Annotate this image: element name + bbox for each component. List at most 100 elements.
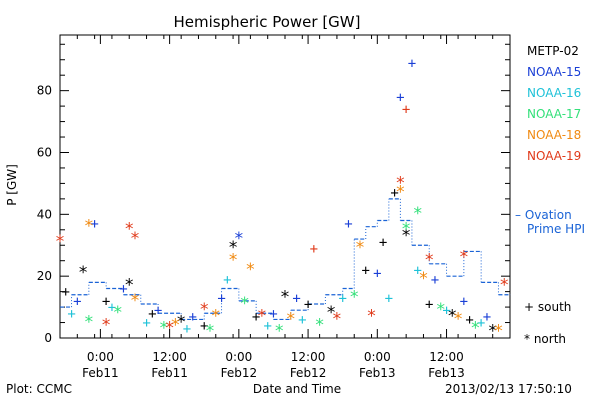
data-point: + xyxy=(269,306,277,322)
data-point: * xyxy=(499,275,509,295)
data-point: * xyxy=(78,263,88,283)
x-tick-date-label: Feb12 xyxy=(221,366,258,380)
data-point: + xyxy=(338,291,346,307)
data-point: * xyxy=(401,226,411,246)
data-point: + xyxy=(477,316,485,332)
data-point: * xyxy=(124,275,134,295)
data-point: * xyxy=(366,306,376,326)
data-point: + xyxy=(413,263,421,279)
data-point: + xyxy=(408,56,416,72)
data-point: * xyxy=(199,300,209,320)
data-point: + xyxy=(263,319,271,335)
data-point: * xyxy=(395,173,405,193)
x-tick-date-label: Feb13 xyxy=(359,366,396,380)
data-point: + xyxy=(344,217,352,233)
data-point: + xyxy=(292,291,300,307)
data-point: * xyxy=(159,319,169,339)
data-point: + xyxy=(373,266,381,282)
data-point: + xyxy=(119,282,127,298)
data-point: + xyxy=(362,263,370,279)
data-point: * xyxy=(211,306,221,326)
data-point: + xyxy=(183,322,191,338)
data-point: + xyxy=(148,306,156,322)
data-point: * xyxy=(401,220,411,240)
data-point: + xyxy=(385,291,393,307)
data-point: * xyxy=(332,309,342,329)
data-point: * xyxy=(418,269,428,289)
data-point: * xyxy=(470,319,480,339)
data-point: * xyxy=(130,291,140,311)
x-tick-time-label: 0:00 xyxy=(225,350,252,364)
data-point: + xyxy=(442,303,450,319)
data-point: + xyxy=(431,272,439,288)
axes: 0 20 40 60 80 0:00 Feb11 12:00 Feb11 0:00 Feb12 12:… xyxy=(37,35,511,380)
data-point: + xyxy=(62,285,70,301)
data-point: * xyxy=(55,232,65,252)
y-tick-label: 20 xyxy=(37,269,52,283)
data-point: * xyxy=(130,229,140,249)
legend-entry: NOAA-19 xyxy=(527,149,581,163)
legend-entry: NOAA-17 xyxy=(527,107,581,121)
x-tick-time-label: 0:00 xyxy=(364,350,391,364)
data-point: * xyxy=(453,309,463,329)
legend: METP-02 NOAA-15 NOAA-16 NOAA-17 NOAA-18 NOAA-… xyxy=(515,44,585,346)
data-point: * xyxy=(280,288,290,308)
data-point: * xyxy=(326,303,336,323)
data-point: + xyxy=(402,102,410,118)
data-point: * xyxy=(493,322,503,342)
data-point: * xyxy=(228,251,238,271)
data-point: + xyxy=(379,235,387,251)
data-point: * xyxy=(228,238,238,258)
legend-entry: NOAA-16 xyxy=(527,86,581,100)
data-point: * xyxy=(84,312,94,332)
data-point: * xyxy=(234,229,244,249)
data-point: * xyxy=(113,303,123,323)
timestamp: 2013/02/13 17:50:10 xyxy=(445,382,572,396)
data-point: * xyxy=(124,220,134,240)
data-point: + xyxy=(200,319,208,335)
data-point: * xyxy=(170,316,180,336)
data-point: * xyxy=(274,322,284,342)
data-point: * xyxy=(314,316,324,336)
data-point: * xyxy=(239,294,249,314)
legend-north: * north xyxy=(524,332,566,346)
data-point: + xyxy=(465,312,473,328)
legend-entry: NOAA-15 xyxy=(527,65,581,79)
data-points-layer: +*+*+ * +*+* + *+++*+* +*++++ ++*++++++++++ ++ +… xyxy=(55,56,509,342)
data-point: + xyxy=(217,291,225,307)
data-point: + xyxy=(188,309,196,325)
data-point: + xyxy=(142,316,150,332)
data-point: + xyxy=(102,294,110,310)
legend-entry: METP-02 xyxy=(527,44,579,58)
data-point: + xyxy=(425,297,433,313)
data-point: * xyxy=(286,309,296,329)
data-point: * xyxy=(257,306,267,326)
data-point: + xyxy=(390,186,398,202)
data-point: * xyxy=(355,238,365,258)
y-tick-label: 40 xyxy=(37,207,52,221)
data-point: * xyxy=(84,217,94,237)
legend-ovation-line2: Prime HPI xyxy=(527,222,585,236)
data-point: + xyxy=(304,297,312,313)
x-tick-time-label: 12:00 xyxy=(152,350,187,364)
chart-title: Hemispheric Power [GW] xyxy=(174,13,361,31)
data-point: * xyxy=(447,306,457,326)
data-point: + xyxy=(67,306,75,322)
x-tick-date-label: Feb11 xyxy=(82,366,119,380)
y-axis-label: P [GW] xyxy=(5,164,19,206)
data-point: + xyxy=(483,309,491,325)
data-point: + xyxy=(310,241,318,257)
x-tick-date-label: Feb11 xyxy=(151,366,188,380)
data-point: * xyxy=(101,316,111,336)
x-tick-time-label: 0:00 xyxy=(87,350,114,364)
data-point: + xyxy=(396,90,404,106)
x-tick-time-label: 12:00 xyxy=(429,350,464,364)
legend-ovation: – Ovation xyxy=(515,208,572,222)
data-point: * xyxy=(245,260,255,280)
data-point: + xyxy=(223,272,231,288)
data-point: * xyxy=(413,204,423,224)
x-tick-date-label: Feb13 xyxy=(428,366,465,380)
data-point: * xyxy=(349,288,359,308)
data-point: * xyxy=(205,322,215,342)
